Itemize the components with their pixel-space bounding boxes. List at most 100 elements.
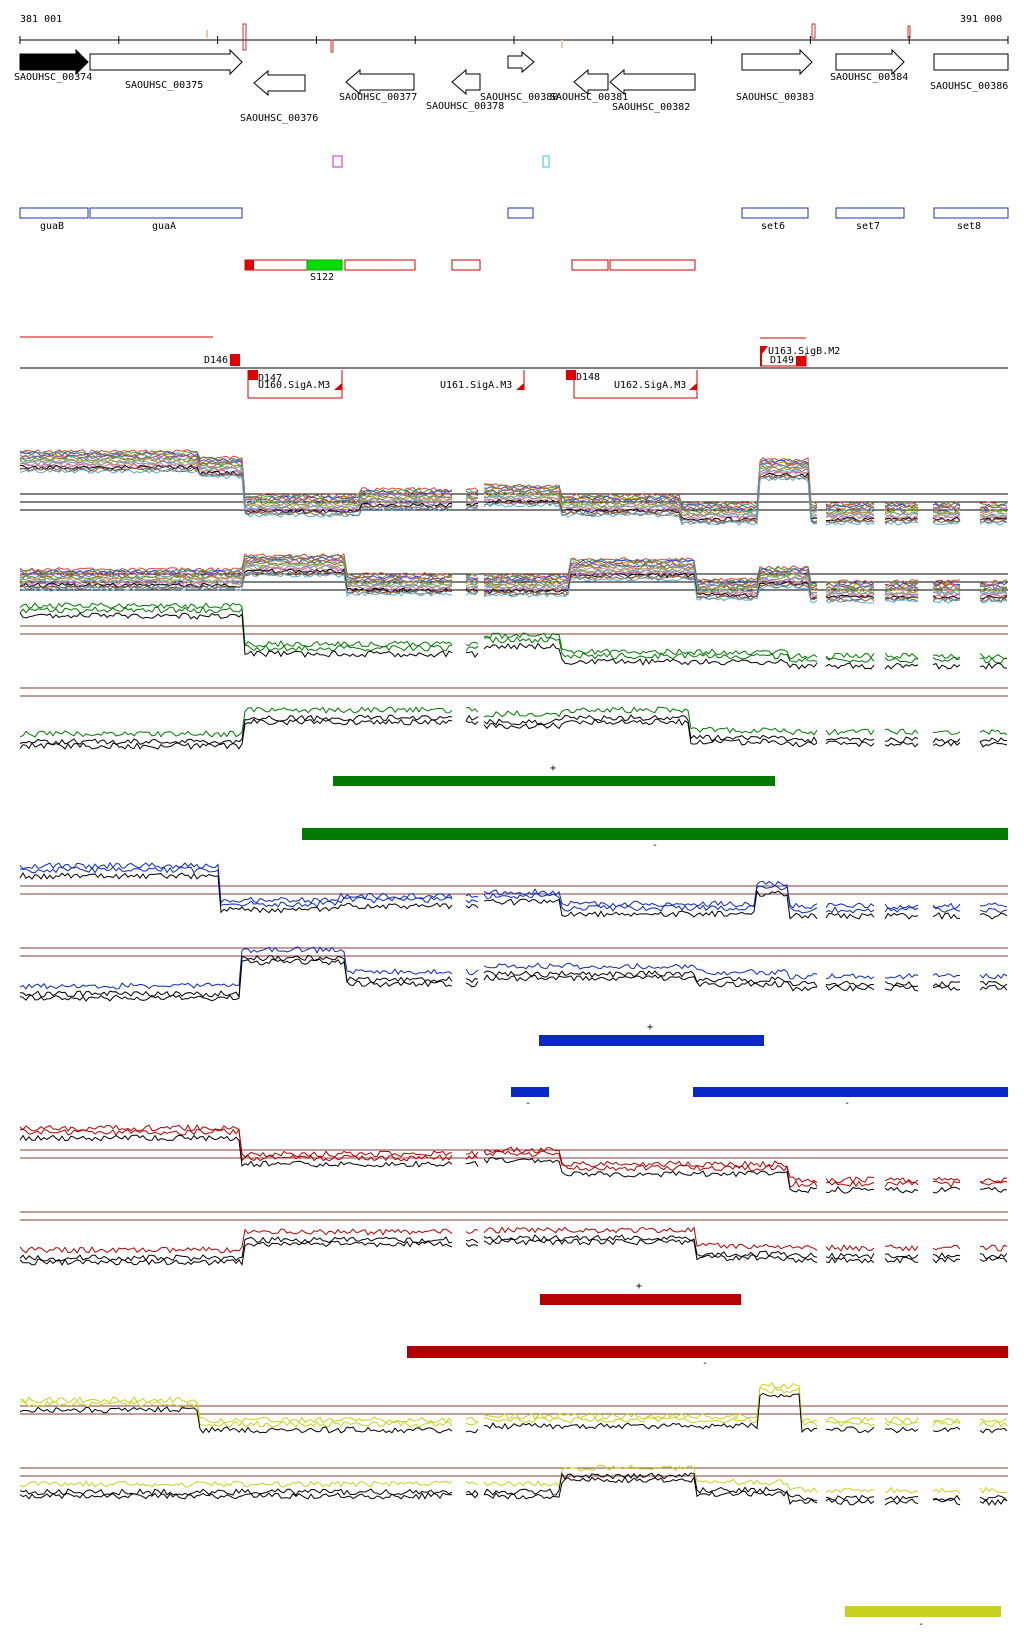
gene-label[interactable]: SAOUHSC_00381 — [550, 92, 628, 103]
condition-line-black — [19, 1234, 1008, 1262]
segment-box[interactable] — [451, 259, 481, 271]
strand-mark-minus: - — [844, 1098, 850, 1109]
gene-arrow-icon[interactable] — [253, 69, 306, 97]
condition-line-blue — [19, 866, 1008, 914]
gene-arrow-icon[interactable] — [345, 68, 415, 96]
gene-label[interactable]: SAOUHSC_00383 — [736, 92, 814, 103]
gene-name-label: guaB — [40, 221, 64, 232]
coordinate-ruler: 381 001 391 000 — [19, 14, 1009, 53]
segment-highlight[interactable] — [306, 259, 343, 271]
condition-line-black — [19, 612, 1008, 670]
gene-name-track: guaB guaA set6 set7 set8 — [19, 207, 1009, 232]
feature-flag-icon[interactable] — [566, 370, 576, 380]
expression-line — [19, 561, 1008, 594]
feature-label[interactable]: U162.SigA.M3 — [614, 380, 686, 391]
gene-arrow-icon[interactable] — [89, 48, 243, 76]
region-bar-blue-minus[interactable] — [511, 1087, 549, 1097]
gene-label[interactable]: SAOUHSC_00377 — [339, 92, 417, 103]
gene-label[interactable]: SAOUHSC_00380 — [480, 92, 558, 103]
segment-box[interactable] — [245, 260, 254, 270]
gene-arrow-icon[interactable] — [507, 50, 535, 74]
feature-flag-icon[interactable] — [248, 370, 258, 380]
gene-arrow-icon[interactable] — [19, 48, 89, 76]
region-bar-yellow-minus[interactable] — [845, 1606, 1001, 1617]
expression-line — [19, 467, 1008, 525]
segment-box[interactable] — [244, 259, 308, 271]
condition-line-black — [19, 1134, 1008, 1194]
gene-label[interactable]: SAOUHSC_00386 — [930, 81, 1008, 92]
region-bar-blue-plus[interactable] — [539, 1035, 764, 1046]
condition-line-black — [19, 1238, 1008, 1266]
condition-line-black — [19, 714, 1007, 746]
feature-label[interactable]: D148 — [576, 372, 600, 383]
expression-line — [19, 456, 1008, 514]
condition-line-yellow — [19, 1386, 1008, 1428]
segment-label: S122 — [310, 272, 334, 283]
small-feature-marker — [332, 155, 343, 168]
segment-box[interactable] — [571, 259, 609, 271]
feature-label[interactable]: D147 — [258, 373, 282, 384]
gene-label[interactable]: SAOUHSC_00376 — [240, 113, 318, 124]
gene-label[interactable]: SAOUHSC_00384 — [830, 72, 908, 83]
gene-arrow-icon[interactable] — [835, 48, 905, 76]
gene-label[interactable]: SAOUHSC_00374 — [14, 72, 92, 83]
expression-line — [19, 566, 1008, 598]
feature-label[interactable]: U163.SigB.M2 — [768, 346, 840, 357]
strand-mark-minus: - — [702, 1358, 708, 1369]
feature-flag-icon[interactable] — [796, 356, 806, 366]
expression-line — [19, 463, 1008, 521]
region-bar-red-plus[interactable] — [540, 1294, 741, 1305]
condition-line-blue — [19, 862, 1008, 910]
gene-name-box[interactable] — [835, 207, 905, 219]
feature-label[interactable]: U161.SigA.M3 — [440, 380, 512, 391]
region-bar-red-minus[interactable] — [407, 1346, 1008, 1358]
gene-label[interactable]: SAOUHSC_00375 — [125, 80, 203, 91]
expression-line — [19, 468, 1008, 526]
expression-line — [19, 572, 1008, 604]
expression-line — [19, 558, 1008, 590]
expression-track-multi — [19, 449, 1008, 526]
gene-name-label: set6 — [761, 221, 785, 232]
segment-box[interactable] — [609, 259, 696, 271]
gene-arrow-icon[interactable] — [451, 68, 481, 96]
region-bar-green-plus[interactable] — [333, 776, 775, 786]
region-bar-green-minus[interactable] — [302, 828, 1008, 840]
condition-line-black — [19, 872, 1008, 920]
gene-label[interactable]: SAOUHSC_00382 — [612, 102, 690, 113]
feature-flag-icon — [760, 346, 768, 366]
condition-line-green — [19, 602, 1008, 660]
strand-mark-minus: - — [525, 1098, 531, 1109]
ruler-end-label: 391 000 — [960, 14, 1002, 25]
gene-name-label: guaA — [152, 221, 176, 232]
feature-label[interactable]: D146 — [204, 355, 228, 366]
condition-line-black — [19, 1392, 1008, 1434]
feature-flag-icon[interactable] — [230, 354, 240, 366]
gene-name-label: set8 — [957, 221, 981, 232]
region-bar-blue-minus[interactable] — [693, 1087, 1008, 1097]
gene-name-box[interactable] — [19, 207, 89, 219]
strand-mark-plus: + — [647, 1022, 653, 1033]
feature-label[interactable]: D149 — [770, 355, 794, 366]
ruler-marker — [206, 30, 208, 38]
condition-line-red — [19, 1127, 1008, 1188]
ruler-marker — [242, 23, 247, 51]
condition-line-red — [19, 1124, 1008, 1184]
segment-box[interactable] — [344, 259, 416, 271]
expression-line — [19, 455, 1008, 513]
feature-label[interactable]: U160.SigA.M3 — [258, 380, 330, 391]
expression-track-multi — [19, 553, 1008, 604]
condition-line-black — [19, 718, 1008, 750]
gene-arrow-icon[interactable] — [573, 68, 609, 96]
gene-label[interactable]: SAOUHSC_00378 — [426, 101, 504, 112]
condition-line-yellow — [19, 1382, 1008, 1424]
strand-mark-minus: - — [918, 1619, 924, 1630]
gene-name-box[interactable] — [741, 207, 809, 219]
gene-name-box[interactable] — [933, 207, 1009, 219]
condition-tracks — [19, 602, 1008, 1506]
gene-arrow-icon[interactable] — [741, 48, 813, 76]
gene-arrow-icon[interactable] — [609, 68, 696, 96]
gene-name-box[interactable] — [89, 207, 243, 219]
gene-name-box[interactable] — [507, 207, 534, 219]
gene-arrow-icon[interactable] — [933, 53, 1009, 71]
